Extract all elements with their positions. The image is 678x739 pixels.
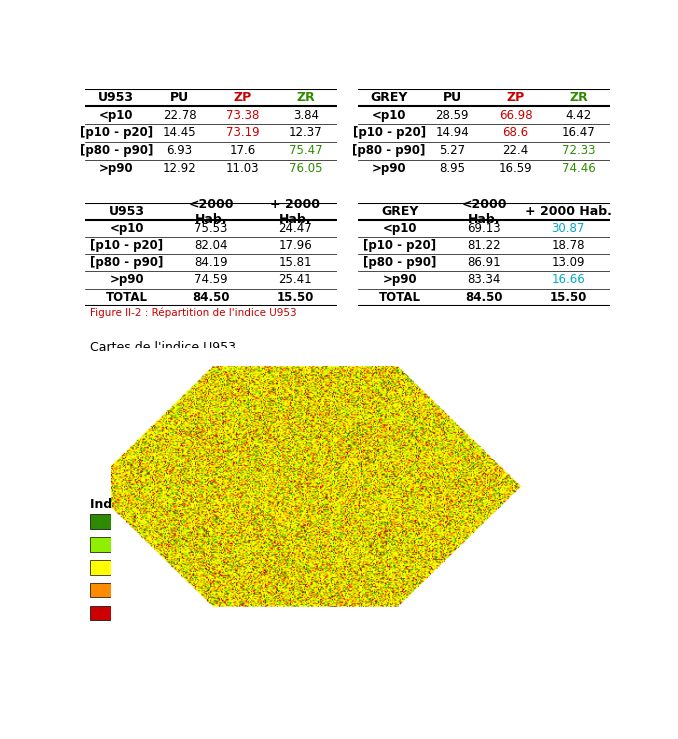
Text: <2000
Hab.: <2000 Hab. <box>188 197 234 225</box>
Text: >p90: >p90 <box>99 162 134 175</box>
Text: ZR: ZR <box>570 91 588 104</box>
Text: 14.94: 14.94 <box>435 126 469 140</box>
Text: <2000
Hab.: <2000 Hab. <box>461 197 506 225</box>
Text: 24.47: 24.47 <box>279 222 312 235</box>
Text: [ p10 - p25 [: [ p10 - p25 [ <box>119 539 184 548</box>
Text: [p80 - p90]: [p80 - p90] <box>90 256 163 270</box>
Text: 13.09: 13.09 <box>551 256 585 270</box>
Text: [p10 - p20]: [p10 - p20] <box>353 126 426 140</box>
Text: 16.59: 16.59 <box>498 162 532 175</box>
Text: [p80 - p90]: [p80 - p90] <box>353 144 426 157</box>
FancyBboxPatch shape <box>90 514 111 529</box>
Text: + 2000
Hab.: + 2000 Hab. <box>271 197 320 225</box>
Text: Cartes de l'indice U953: Cartes de l'indice U953 <box>90 341 236 354</box>
Text: Indice U953: Indice U953 <box>90 497 173 511</box>
Text: 74.46: 74.46 <box>562 162 595 175</box>
Text: 11.03: 11.03 <box>226 162 260 175</box>
Text: 84.50: 84.50 <box>193 290 230 304</box>
Text: ZP: ZP <box>506 91 525 104</box>
Text: 74.59: 74.59 <box>195 273 228 287</box>
Text: GREY: GREY <box>370 91 408 104</box>
Text: 3.84: 3.84 <box>293 109 319 122</box>
Text: >p90: >p90 <box>372 162 407 175</box>
Text: 73.38: 73.38 <box>226 109 259 122</box>
Text: Figure II-2 : Répartition de l'indice U953: Figure II-2 : Répartition de l'indice U9… <box>90 308 297 319</box>
Text: ZR: ZR <box>296 91 315 104</box>
Text: <p10: <p10 <box>110 222 144 235</box>
Text: [ min - p10 [: [ min - p10 [ <box>119 516 184 525</box>
Text: 15.81: 15.81 <box>279 256 312 270</box>
Text: 82.04: 82.04 <box>195 239 228 252</box>
Text: >p90: >p90 <box>382 273 417 287</box>
Text: U953: U953 <box>109 205 145 218</box>
Text: [p80 - p90]: [p80 - p90] <box>363 256 437 270</box>
Text: 84.50: 84.50 <box>465 290 502 304</box>
Text: 28.59: 28.59 <box>435 109 469 122</box>
Text: 18.78: 18.78 <box>551 239 585 252</box>
Text: 73.19: 73.19 <box>226 126 260 140</box>
Text: <p10: <p10 <box>99 109 134 122</box>
Text: ZP: ZP <box>233 91 252 104</box>
FancyBboxPatch shape <box>90 537 111 552</box>
Text: <p10: <p10 <box>382 222 417 235</box>
Text: 66.98: 66.98 <box>498 109 532 122</box>
Text: TOTAL: TOTAL <box>106 290 148 304</box>
Text: >p90: >p90 <box>110 273 144 287</box>
Text: 17.96: 17.96 <box>279 239 312 252</box>
Text: [ p25 - p75 [: [ p25 - p75 [ <box>119 562 184 571</box>
Text: + 2000 Hab.: + 2000 Hab. <box>525 205 612 218</box>
Text: 81.22: 81.22 <box>467 239 500 252</box>
Text: 68.6: 68.6 <box>502 126 529 140</box>
Text: 84.19: 84.19 <box>195 256 228 270</box>
Text: 22.4: 22.4 <box>502 144 529 157</box>
Text: 25.41: 25.41 <box>279 273 312 287</box>
Text: 69.13: 69.13 <box>467 222 500 235</box>
Text: GREY: GREY <box>381 205 418 218</box>
Text: [p10 - p20]: [p10 - p20] <box>90 239 163 252</box>
Text: [p10 - p20]: [p10 - p20] <box>80 126 153 140</box>
Text: 22.78: 22.78 <box>163 109 197 122</box>
Text: U953: U953 <box>98 91 134 104</box>
Text: 16.47: 16.47 <box>562 126 595 140</box>
FancyBboxPatch shape <box>90 605 111 620</box>
Text: 72.33: 72.33 <box>562 144 595 157</box>
Text: PU: PU <box>443 91 462 104</box>
Text: [p10 - p20]: [p10 - p20] <box>363 239 436 252</box>
Text: 14.45: 14.45 <box>163 126 197 140</box>
Text: 6.93: 6.93 <box>166 144 193 157</box>
Text: [ p90 -max [: [ p90 -max [ <box>119 607 183 617</box>
Text: 16.66: 16.66 <box>551 273 585 287</box>
Text: 17.6: 17.6 <box>230 144 256 157</box>
Text: 83.34: 83.34 <box>467 273 500 287</box>
Text: 76.05: 76.05 <box>289 162 323 175</box>
Text: 75.53: 75.53 <box>195 222 228 235</box>
Text: 53 738 Km² soit 10.8% superficie du Territoire Français: 53 738 Km² soit 10.8% superficie du Terr… <box>237 614 486 623</box>
Text: 75.47: 75.47 <box>289 144 323 157</box>
FancyBboxPatch shape <box>90 560 111 574</box>
Text: TOTAL: TOTAL <box>379 290 420 304</box>
Text: 12.92: 12.92 <box>163 162 197 175</box>
Text: 30.87: 30.87 <box>551 222 585 235</box>
Text: 8.95: 8.95 <box>439 162 465 175</box>
Text: [p80 - p90]: [p80 - p90] <box>79 144 153 157</box>
Text: 15.50: 15.50 <box>549 290 586 304</box>
Text: 15.50: 15.50 <box>277 290 314 304</box>
Text: 86.91: 86.91 <box>467 256 500 270</box>
Text: PU: PU <box>170 91 189 104</box>
Text: 12.37: 12.37 <box>289 126 323 140</box>
Text: 5.27: 5.27 <box>439 144 465 157</box>
Text: <p10: <p10 <box>372 109 406 122</box>
Text: [ p75 - p90 [: [ p75 - p90 [ <box>119 585 184 594</box>
Text: 4.42: 4.42 <box>565 109 592 122</box>
FancyBboxPatch shape <box>90 582 111 597</box>
